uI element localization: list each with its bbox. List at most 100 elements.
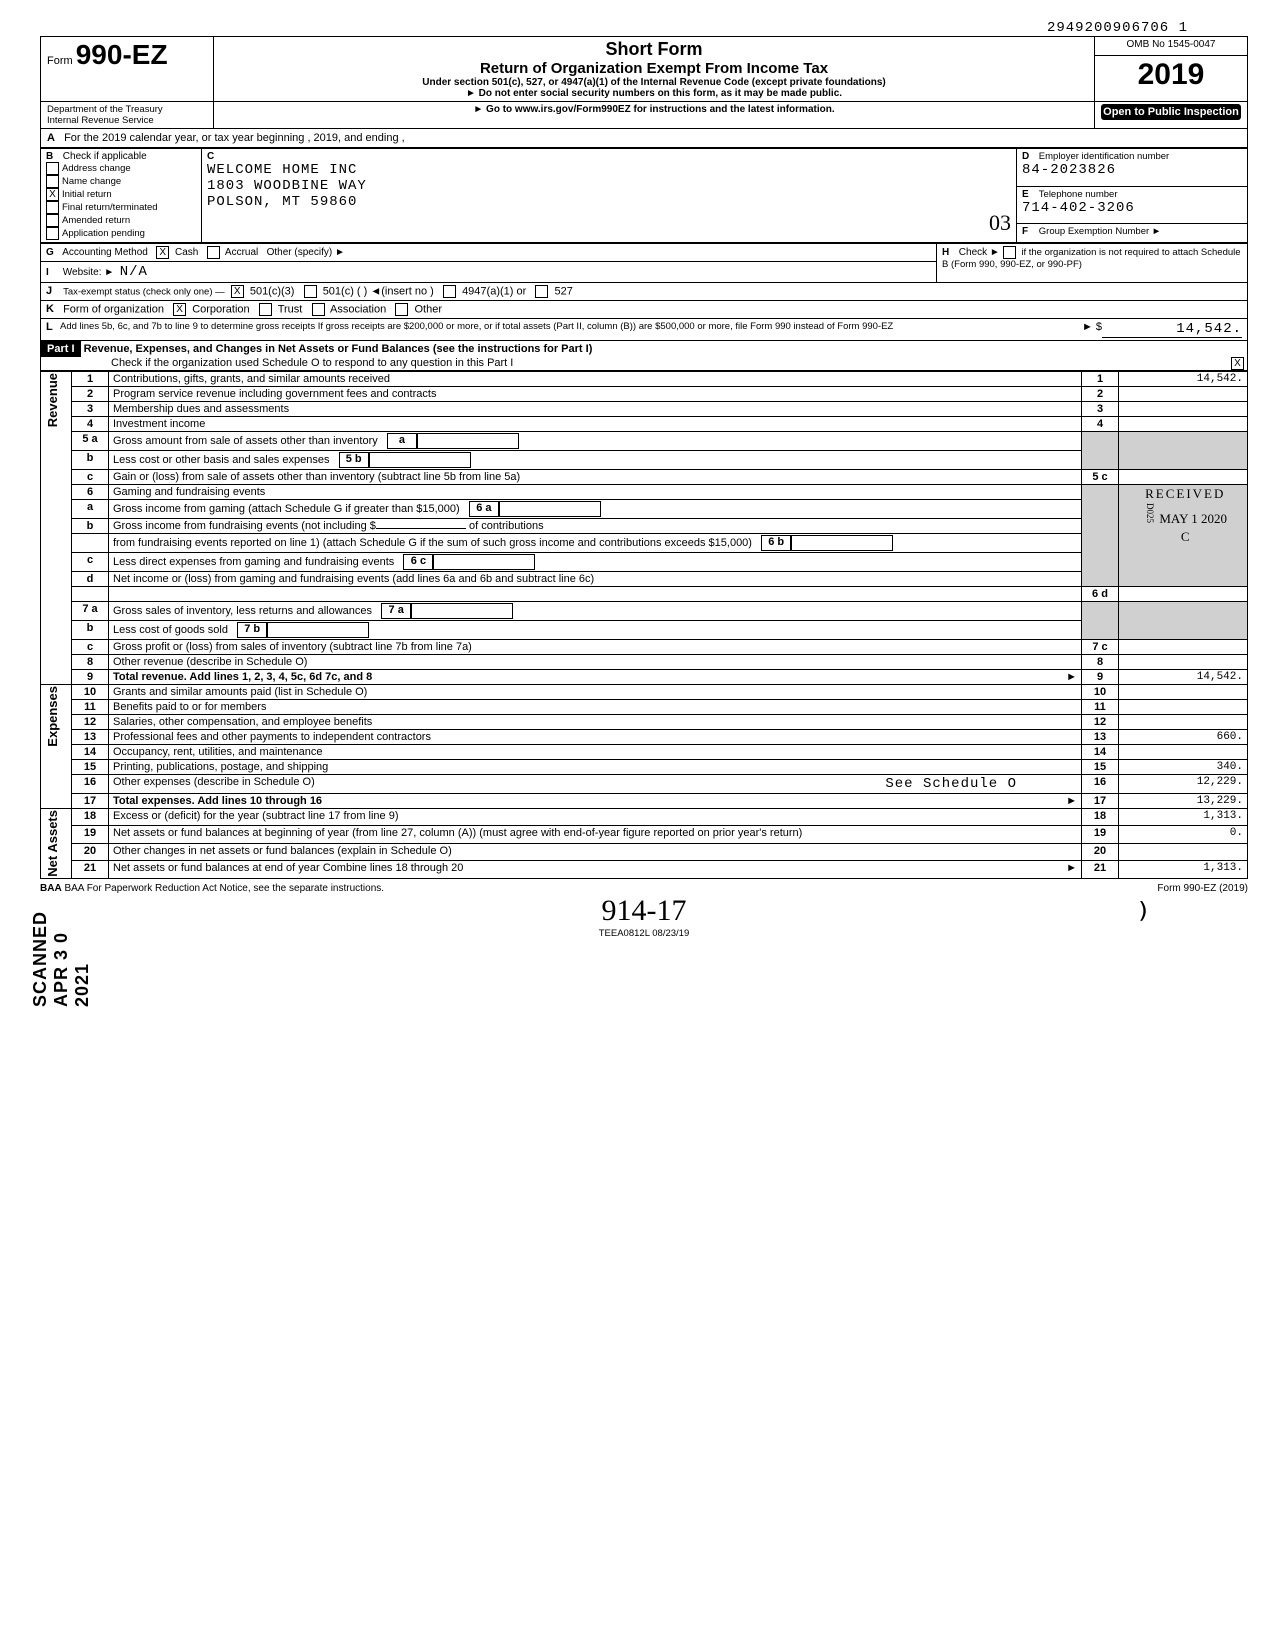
line-a: A For the 2019 calendar year, or tax yea… — [40, 129, 1248, 148]
l16: Other expenses (describe in Schedule O) … — [109, 775, 1082, 794]
l20: Other changes in net assets or fund bala… — [109, 843, 1082, 860]
l5c-val — [1119, 470, 1248, 485]
tax-year: 2019 — [1095, 55, 1248, 101]
b-header: Check if applicable — [63, 151, 147, 162]
line-j: J Tax-exempt status (check only one) — X… — [40, 283, 1248, 301]
final-return-checkbox[interactable] — [46, 201, 59, 214]
org-addr: 1803 WOODBINE WAY — [207, 178, 367, 194]
assoc: Association — [330, 303, 386, 315]
l16-val: 12,229. — [1119, 775, 1248, 794]
app-pending-checkbox[interactable] — [46, 227, 59, 240]
d-label: Employer identification number — [1039, 151, 1169, 162]
assoc-checkbox[interactable] — [312, 303, 325, 316]
l19: Net assets or fund balances at beginning… — [109, 826, 1082, 843]
l17: Total expenses. Add lines 10 through 16► — [109, 794, 1082, 809]
l15: Printing, publications, postage, and shi… — [109, 760, 1082, 775]
part1-table: Revenue 1Contributions, gifts, grants, a… — [40, 371, 1248, 879]
other-org: Other — [414, 303, 442, 315]
l14: Occupancy, rent, utilities, and maintena… — [109, 745, 1082, 760]
received-stamp: RECEIVED D025 MAY 1 2020 C — [1143, 485, 1227, 547]
dept2: Internal Revenue Service — [47, 115, 207, 126]
name-change: Name change — [62, 176, 121, 187]
g-h-row: G Accounting Method X Cash Accrual Other… — [40, 243, 1248, 283]
l15-val: 340. — [1119, 760, 1248, 775]
expenses-side: Expenses — [45, 686, 60, 747]
527-checkbox[interactable] — [535, 285, 548, 298]
l13-val: 660. — [1119, 730, 1248, 745]
other-org-checkbox[interactable] — [395, 303, 408, 316]
s527: 527 — [555, 285, 573, 297]
accrual-checkbox[interactable] — [207, 246, 220, 259]
footer-right: Form 990-EZ (2019) — [1157, 883, 1248, 894]
addr-change-checkbox[interactable] — [46, 162, 59, 175]
l7a: Gross sales of inventory, less returns a… — [109, 602, 1082, 621]
initial-return: Initial return — [62, 189, 112, 200]
ein: 84-2023826 — [1022, 162, 1116, 178]
l5c: Gain or (loss) from sale of assets other… — [109, 470, 1082, 485]
l5b: Less cost or other basis and sales expen… — [109, 451, 1082, 470]
addr-change: Address change — [62, 163, 131, 174]
line-k: K Form of organization X Corporation Tru… — [40, 301, 1248, 319]
l6: Gaming and fundraising events — [109, 485, 1082, 500]
short-form-title: Short Form — [220, 39, 1088, 60]
other-method: Other (specify) ► — [267, 247, 345, 258]
l-text: Add lines 5b, 6c, and 7b to line 9 to de… — [60, 321, 1082, 338]
form-label: Form 990-EZ — [47, 39, 207, 71]
website: N/A — [120, 264, 148, 280]
h-checkbox[interactable] — [1003, 246, 1016, 259]
h-label: Check ► — [959, 247, 1000, 258]
dept1: Department of the Treasury — [47, 104, 207, 115]
trust: Trust — [278, 303, 303, 315]
handwritten-03: 03 — [989, 210, 1011, 235]
name-change-checkbox[interactable] — [46, 175, 59, 188]
l21-val: 1,313. — [1119, 861, 1248, 878]
a1-checkbox[interactable] — [443, 285, 456, 298]
c-checkbox[interactable] — [304, 285, 317, 298]
initial-return-checkbox[interactable]: X — [46, 188, 59, 201]
l1-val: 14,542. — [1119, 372, 1248, 387]
l7b: Less cost of goods sold 7 b — [109, 621, 1082, 640]
l9: Total revenue. Add lines 1, 2, 3, 4, 5c,… — [109, 670, 1082, 685]
footer-mid: TEEA0812L 08/23/19 — [40, 928, 1248, 939]
c3-checkbox[interactable]: X — [231, 285, 244, 298]
amended: Amended return — [62, 215, 130, 226]
l-value: 14,542. — [1102, 321, 1242, 338]
initial-mark: ⁾ — [1138, 894, 1148, 941]
form-header: Form 990-EZ Short Form Return of Organiz… — [40, 36, 1248, 129]
l5a: Gross amount from sale of assets other t… — [109, 432, 1082, 451]
cash-checkbox[interactable]: X — [156, 246, 169, 259]
l8: Other revenue (describe in Schedule O) — [109, 655, 1082, 670]
l17-val: 13,229. — [1119, 794, 1248, 809]
sub3: ► Go to www.irs.gov/Form990EZ for instru… — [473, 104, 834, 115]
revenue-side: Revenue — [45, 373, 60, 427]
part1-label: Part I — [41, 341, 81, 357]
info-block: B Check if applicable Address change Nam… — [40, 148, 1248, 243]
trust-checkbox[interactable] — [259, 303, 272, 316]
form-small: Form — [47, 55, 73, 67]
corp-checkbox[interactable]: X — [173, 303, 186, 316]
open-public: Open to Public Inspection — [1101, 104, 1241, 120]
footer: BAA BAA For Paperwork Reduction Act Noti… — [40, 883, 1248, 894]
a1: 4947(a)(1) or — [462, 285, 526, 297]
sub2: ► Do not enter social security numbers o… — [220, 88, 1088, 99]
f-label: Group Exemption Number ► — [1039, 226, 1161, 237]
l3: Membership dues and assessments — [109, 402, 1082, 417]
l1: Contributions, gifts, grants, and simila… — [109, 372, 1082, 387]
app-pending: Application pending — [62, 228, 145, 239]
amended-checkbox[interactable] — [46, 214, 59, 227]
part1-header: Part I Revenue, Expenses, and Changes in… — [40, 341, 1248, 371]
l7c: Gross profit or (loss) from sales of inv… — [109, 640, 1082, 655]
part1-title: Revenue, Expenses, and Changes in Net As… — [84, 343, 593, 355]
l6d: Net income or (loss) from gaming and fun… — [109, 572, 1082, 587]
part1-checkbox[interactable]: X — [1231, 357, 1244, 370]
l18: Excess or (deficit) for the year (subtra… — [109, 809, 1082, 826]
netassets-side: Net Assets — [45, 810, 60, 877]
l21: Net assets or fund balances at end of ye… — [109, 861, 1082, 878]
omb-number: OMB No 1545-0047 — [1095, 37, 1248, 56]
l-arrow: ► $ — [1082, 321, 1102, 338]
l6b2: from fundraising events reported on line… — [109, 534, 1082, 553]
e-label: Telephone number — [1039, 189, 1118, 200]
i-label: Website: ► — [63, 267, 114, 278]
l6b: Gross income from fundraising events (no… — [109, 519, 1082, 534]
accrual: Accrual — [225, 247, 258, 258]
